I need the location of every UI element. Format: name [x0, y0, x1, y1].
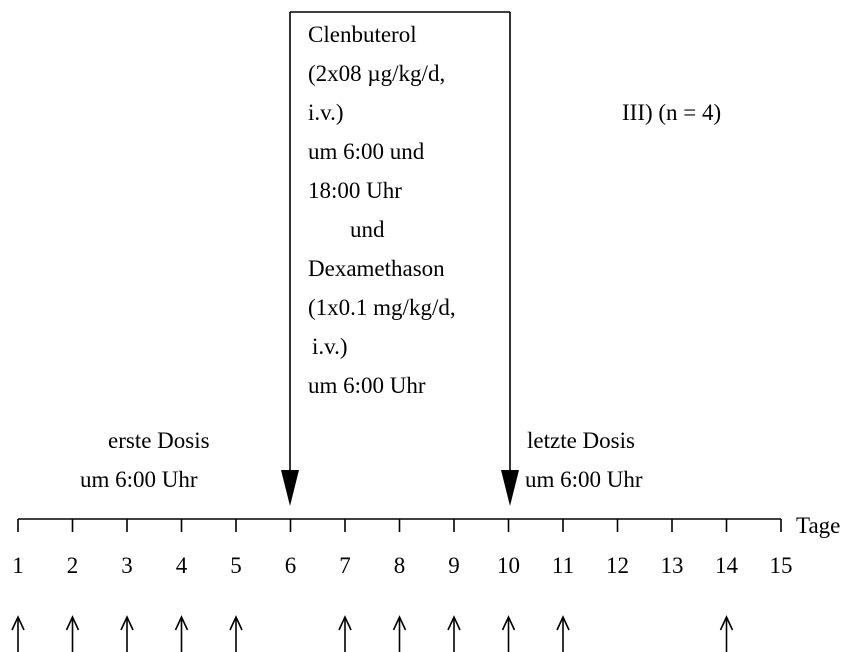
- day-label: 5: [230, 553, 242, 578]
- dose-arrow-head: [719, 615, 734, 631]
- day-label: 3: [121, 553, 133, 578]
- axis-label: Tage: [796, 513, 840, 538]
- box-line: i.v.): [308, 100, 344, 125]
- day-label: 11: [552, 553, 574, 578]
- box-line: und: [350, 217, 385, 242]
- treatment-box: Clenbuterol (2x08 µg/kg/d, i.v.) um 6:00…: [281, 11, 519, 506]
- box-line: Dexamethason: [308, 256, 445, 281]
- dose-arrow-head: [11, 615, 25, 631]
- day-label: 15: [770, 553, 793, 578]
- dose-arrow-head: [556, 615, 570, 631]
- dose-arrow-head: [229, 615, 243, 631]
- box-line: um 6:00 und: [308, 139, 425, 164]
- box-line: (2x08 µg/kg/d,: [308, 61, 445, 86]
- day-label: 14: [715, 553, 739, 578]
- dose-arrow-head: [338, 615, 352, 631]
- dose-arrow-head: [174, 615, 189, 631]
- last-dose-line: um 6:00 Uhr: [525, 467, 643, 492]
- day-label: 1: [12, 553, 24, 578]
- dose-arrow-head: [392, 615, 407, 631]
- box-line: um 6:00 Uhr: [308, 373, 426, 398]
- day-label: 10: [497, 553, 520, 578]
- arrowhead: [281, 470, 299, 506]
- dose-arrow-head: [447, 615, 461, 631]
- box-line: 18:00 Uhr: [308, 178, 402, 203]
- first-dose-line: um 6:00 Uhr: [80, 467, 198, 492]
- day-label: 4: [176, 553, 188, 578]
- first-dose-line: erste Dosis: [108, 428, 210, 453]
- dose-arrow-head: [120, 615, 134, 631]
- group-label: III) (n = 4): [622, 100, 721, 125]
- box-line: i.v.): [312, 334, 348, 359]
- day-label: 9: [448, 553, 460, 578]
- dose-arrow-head: [501, 615, 516, 631]
- day-label: 7: [339, 553, 351, 578]
- last-dose-line: letzte Dosis: [527, 428, 635, 453]
- day-label: 6: [285, 553, 297, 578]
- day-label: 13: [661, 553, 684, 578]
- box-line: (1x0.1 mg/kg/d,: [308, 295, 456, 320]
- day-label: 8: [394, 553, 406, 578]
- day-label: 2: [67, 553, 79, 578]
- dose-arrow-head: [65, 615, 80, 631]
- box-line: Clenbuterol: [308, 22, 417, 47]
- arrowhead: [501, 470, 519, 506]
- day-label: 12: [606, 553, 629, 578]
